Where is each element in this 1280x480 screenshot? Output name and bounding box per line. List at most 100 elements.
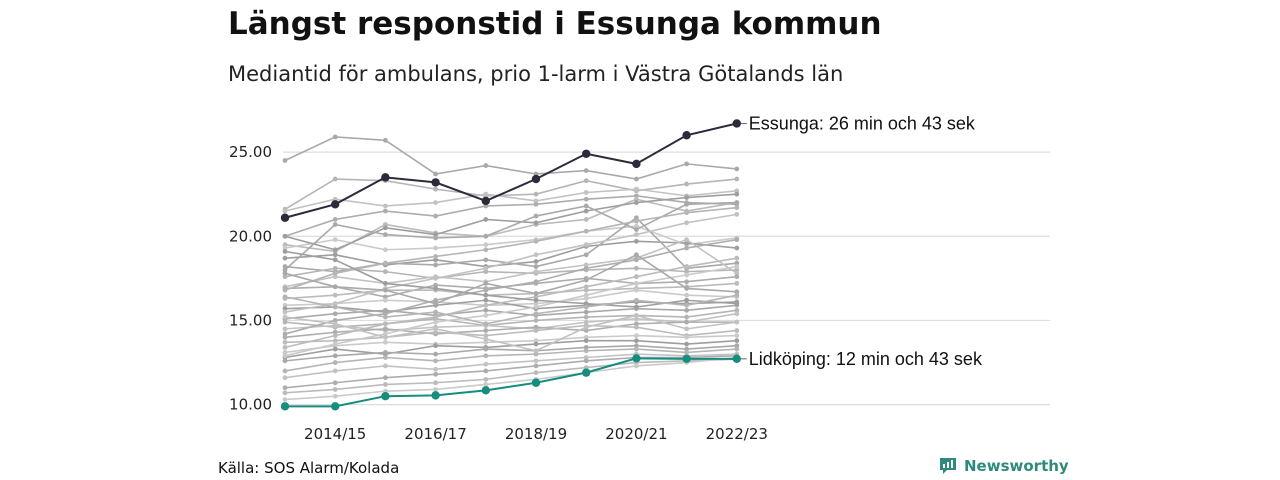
series-line — [284, 213, 737, 313]
series-line — [284, 250, 737, 308]
data-point — [533, 351, 539, 357]
series-line — [284, 309, 737, 328]
data-point — [634, 338, 639, 344]
data-point — [383, 311, 388, 317]
data-point — [433, 351, 438, 357]
data-point — [734, 274, 740, 280]
chart-subtitle: Mediantid för ambulans, prio 1-larm i Vä… — [228, 62, 844, 86]
data-point — [383, 294, 388, 300]
data-point — [734, 267, 740, 273]
data-point — [533, 252, 539, 258]
x-tick-label: 2022/23 — [706, 425, 768, 443]
data-point — [583, 338, 589, 344]
data-point — [583, 328, 589, 333]
data-point — [734, 260, 740, 266]
data-point — [684, 292, 689, 298]
data-point — [634, 218, 639, 224]
data-point — [481, 196, 490, 206]
data-point — [583, 304, 589, 310]
data-point — [483, 281, 489, 286]
data-point — [483, 368, 489, 374]
data-point — [533, 324, 539, 330]
series-line — [284, 356, 737, 401]
data-point — [734, 188, 740, 194]
data-point — [583, 277, 589, 283]
data-point — [332, 304, 338, 310]
data-point — [583, 208, 589, 214]
data-point — [483, 163, 489, 168]
data-point — [634, 193, 639, 199]
data-point — [483, 292, 489, 298]
data-point — [383, 232, 388, 237]
data-point — [732, 119, 741, 128]
data-point — [634, 252, 639, 258]
background-series-line — [282, 237, 740, 290]
data-point — [734, 307, 740, 313]
data-point — [533, 297, 539, 303]
data-point — [282, 331, 288, 337]
series-line — [284, 339, 737, 359]
data-point — [634, 363, 639, 369]
data-point — [282, 344, 288, 350]
data-point — [483, 346, 489, 352]
y-tick-label: 10.00 — [229, 396, 272, 414]
data-point — [433, 319, 438, 325]
data-point — [433, 371, 438, 377]
series-line — [284, 282, 737, 300]
data-point — [483, 302, 489, 308]
data-point — [332, 338, 338, 344]
data-point — [734, 211, 740, 217]
chart-title: Längst responstid i Essunga kommun — [228, 6, 882, 42]
y-tick-label: 25.00 — [229, 143, 272, 161]
data-point — [280, 402, 290, 411]
series-line — [284, 193, 737, 251]
data-point — [483, 328, 489, 333]
data-point — [684, 269, 689, 275]
data-point — [582, 149, 591, 158]
data-point — [282, 302, 288, 308]
data-point — [483, 191, 489, 197]
data-point — [533, 363, 539, 369]
series-line — [284, 314, 737, 352]
data-point — [533, 198, 539, 204]
series-line — [284, 188, 737, 212]
data-point — [684, 272, 689, 278]
data-point — [583, 265, 589, 271]
data-point — [282, 319, 288, 325]
series-line — [284, 206, 737, 291]
data-point — [583, 355, 589, 360]
data-point — [433, 387, 438, 392]
data-point — [282, 287, 288, 293]
data-point — [282, 306, 288, 312]
data-point — [383, 382, 388, 387]
brand-logo[interactable]: Newsworthy — [938, 456, 1069, 476]
data-point — [483, 336, 489, 342]
highlighted-series — [280, 119, 741, 411]
data-point — [684, 264, 689, 269]
data-point — [533, 279, 539, 285]
data-point — [282, 270, 288, 276]
series-line — [284, 225, 737, 251]
data-point — [684, 195, 689, 200]
series-line — [284, 344, 737, 362]
data-point — [282, 375, 288, 381]
data-point — [331, 200, 340, 209]
data-point — [433, 262, 438, 268]
data-point — [533, 370, 539, 376]
data-point — [634, 304, 639, 310]
data-point — [282, 350, 288, 355]
data-point — [734, 292, 740, 298]
data-point — [734, 191, 740, 197]
series-line — [284, 195, 737, 238]
data-point — [332, 346, 338, 352]
series-line — [284, 136, 737, 180]
data-point — [383, 225, 388, 231]
data-point — [433, 282, 438, 288]
series-lidköping — [280, 354, 741, 411]
data-point — [634, 176, 639, 182]
background-series-line — [282, 134, 740, 182]
series-line — [284, 238, 738, 288]
x-tick-label: 2016/17 — [404, 425, 466, 443]
data-point — [383, 314, 388, 320]
data-point — [433, 171, 438, 177]
